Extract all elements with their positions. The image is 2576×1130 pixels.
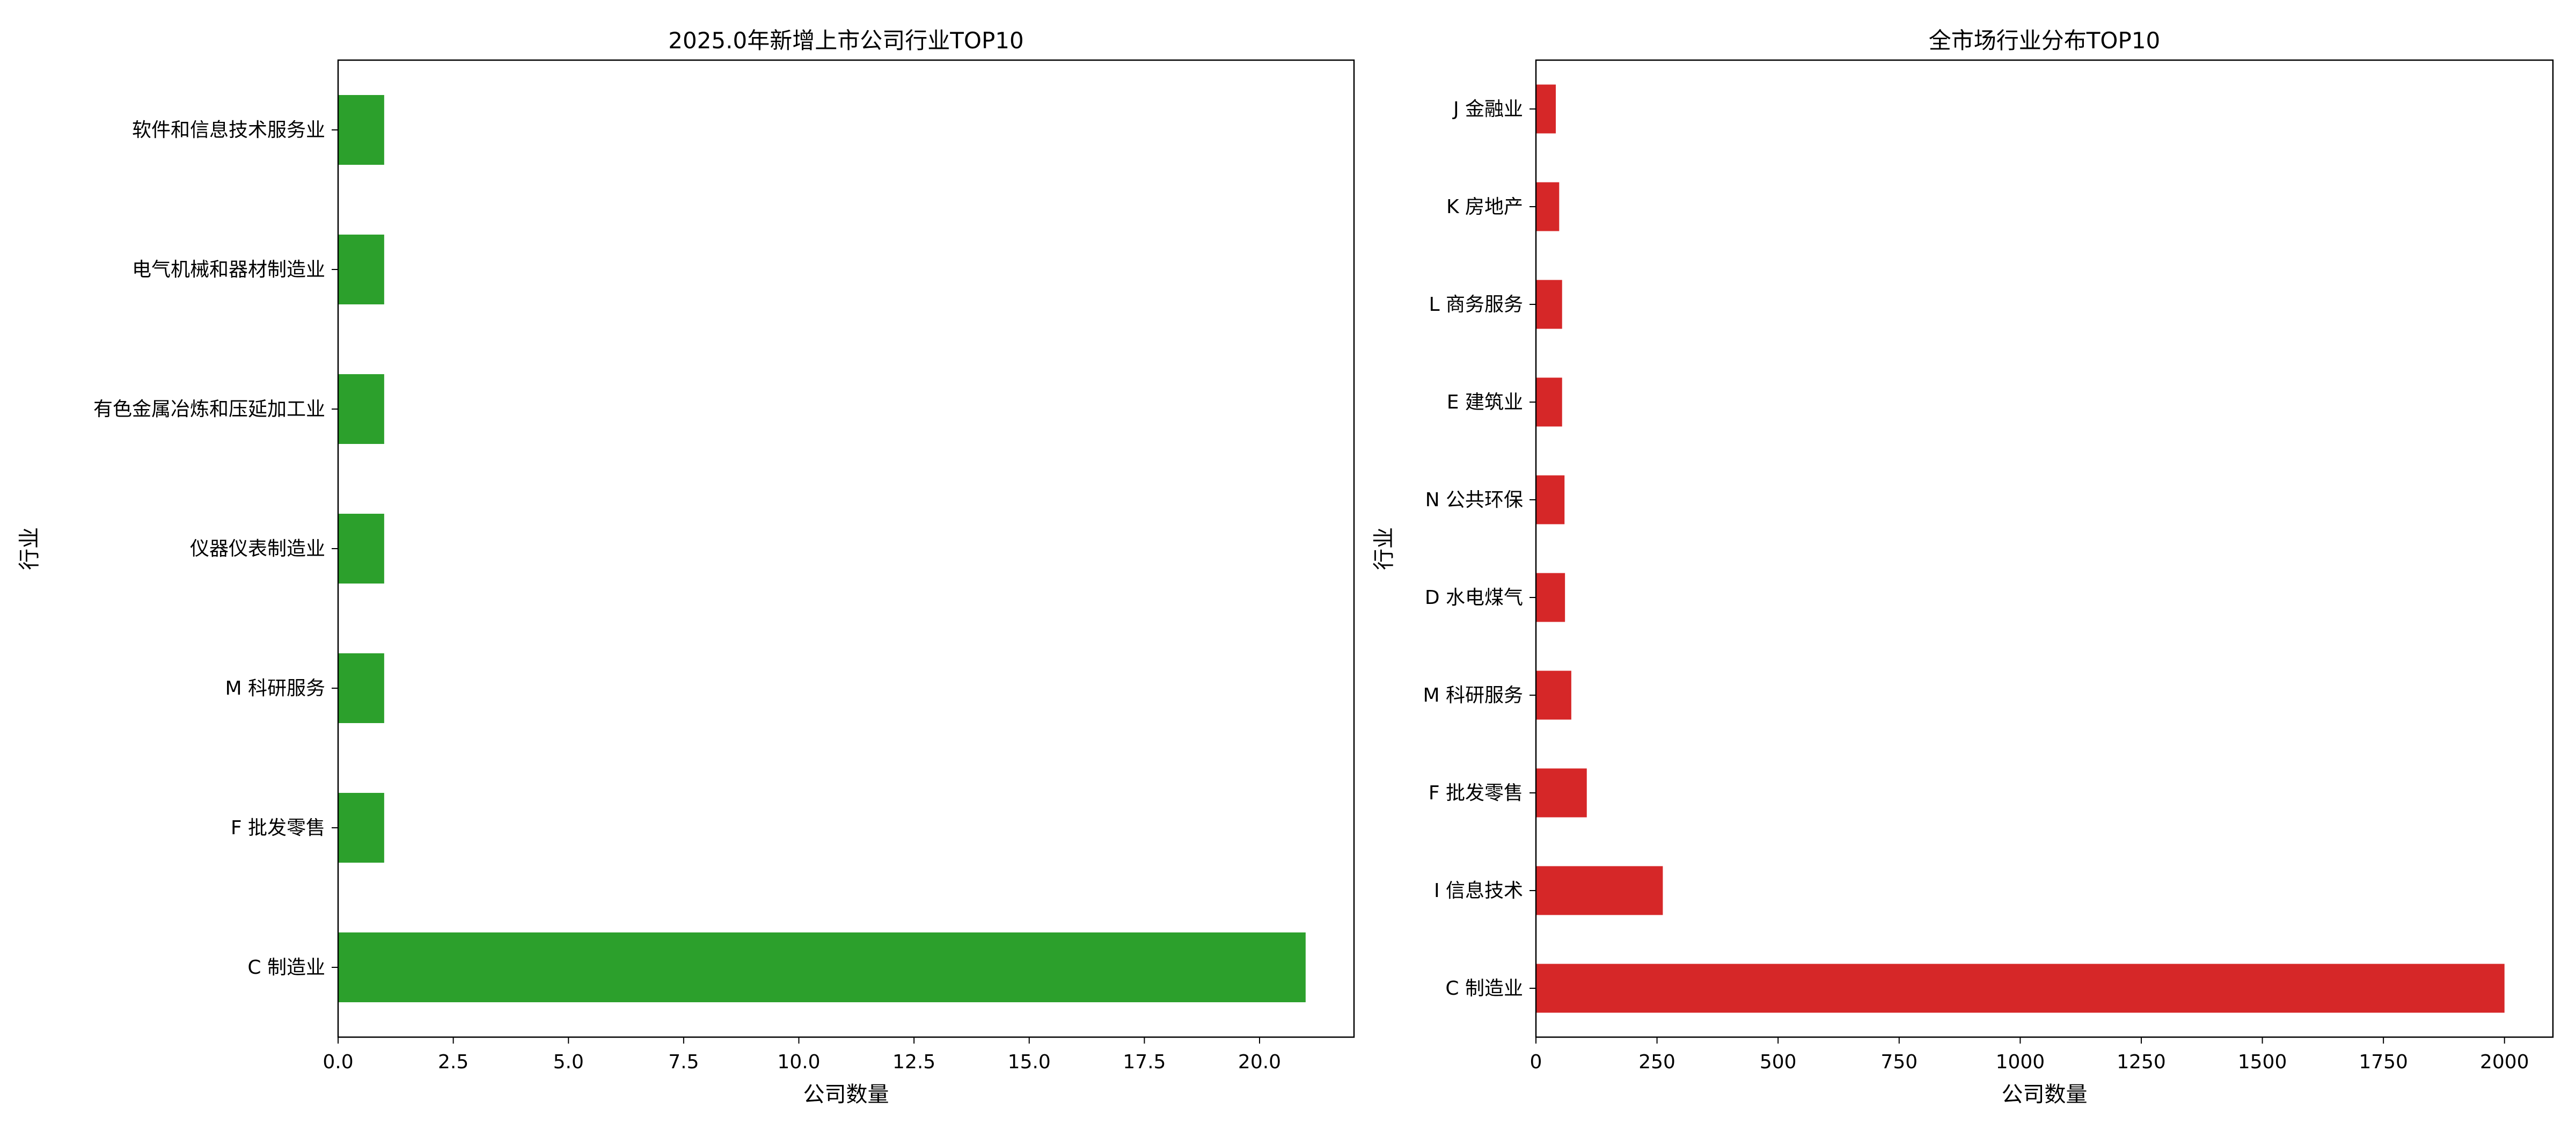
y-tick-label: F 批发零售 (231, 817, 325, 839)
chart-title: 全市场行业分布TOP10 (1929, 27, 2161, 54)
y-tick-label: 电气机械和器材制造业 (132, 259, 325, 281)
x-tick-label: 12.5 (892, 1051, 935, 1073)
x-tick-label: 0 (1530, 1051, 1542, 1073)
x-tick-label: 1250 (2117, 1051, 2166, 1073)
bar-10 (1536, 84, 1556, 134)
axes-frame (1535, 59, 2554, 1038)
x-axis-label: 公司数量 (2002, 1082, 2088, 1107)
y-tick-label: K 房地产 (1446, 196, 1523, 218)
x-tick-label: 5.0 (553, 1051, 584, 1073)
bar-1 (1536, 964, 2505, 1013)
x-tick-label: 1750 (2359, 1051, 2408, 1073)
x-tick-label: 2000 (2480, 1051, 2529, 1073)
bar-4 (1536, 670, 1571, 720)
bar-2 (1536, 866, 1663, 915)
bar-7 (338, 95, 384, 165)
y-tick-label: N 公共环保 (1425, 489, 1523, 511)
x-tick-label: 17.5 (1123, 1051, 1166, 1073)
bar-6 (1536, 475, 1565, 524)
y-tick-label: 软件和信息技术服务业 (132, 119, 325, 141)
x-tick-label: 750 (1880, 1051, 1918, 1073)
x-tick-label: 7.5 (668, 1051, 699, 1073)
bar-2 (338, 793, 384, 863)
axes-frame (337, 59, 1355, 1038)
x-tick-label: 1500 (2238, 1051, 2287, 1073)
y-tick-label: J 金融业 (1452, 98, 1523, 120)
x-tick-label: 20.0 (1238, 1051, 1281, 1073)
bar-3 (1536, 768, 1587, 818)
y-tick-label: E 建筑业 (1447, 391, 1523, 413)
y-tick-label: C 制造业 (1445, 978, 1523, 1000)
y-tick-label: L 商务服务 (1429, 294, 1523, 316)
bar-8 (1536, 280, 1562, 329)
y-axis-label: 行业 (17, 527, 42, 570)
x-tick-label: 10.0 (777, 1051, 820, 1073)
bar-5 (1536, 573, 1565, 622)
bar-1 (338, 932, 1306, 1002)
bar-3 (338, 653, 384, 723)
x-axis-label: 公司数量 (803, 1082, 889, 1107)
y-tick-label: 有色金属冶炼和压延加工业 (93, 398, 325, 420)
chart-title: 2025.0年新增上市公司行业TOP10 (668, 27, 1023, 54)
y-tick-label: D 水电煤气 (1425, 587, 1523, 609)
y-tick-label: I 信息技术 (1434, 880, 1523, 902)
chart-panel-new-listings: 2025.0年新增上市公司行业TOP10 C 制造业 F 批发零售 M 科研服务 仪器仪… (17, 27, 1355, 1107)
bar-5 (338, 374, 384, 444)
x-tick-label: 0.0 (323, 1051, 353, 1073)
y-tick-label: 仪器仪表制造业 (190, 538, 325, 560)
chart-panel-market-distribution: 全市场行业分布TOP10 C 制造业 I 信息技术 F 批发零售 M 科研服务 D 水电煤… (1372, 27, 2554, 1107)
x-tick-label: 2.5 (438, 1051, 469, 1073)
bar-7 (1536, 377, 1562, 427)
x-tick-label: 500 (1760, 1051, 1797, 1073)
y-axis-label: 行业 (1372, 527, 1396, 570)
bar-6 (338, 235, 384, 304)
x-tick-label: 15.0 (1008, 1051, 1051, 1073)
bar-4 (338, 514, 384, 584)
y-tick-label: C 制造业 (247, 957, 325, 979)
y-tick-label: M 科研服务 (1423, 684, 1523, 706)
x-tick-label: 250 (1638, 1051, 1675, 1073)
bar-9 (1536, 182, 1560, 231)
x-tick-label: 1000 (1996, 1051, 2045, 1073)
y-tick-label: M 科研服务 (225, 677, 325, 699)
y-tick-label: F 批发零售 (1429, 782, 1523, 804)
